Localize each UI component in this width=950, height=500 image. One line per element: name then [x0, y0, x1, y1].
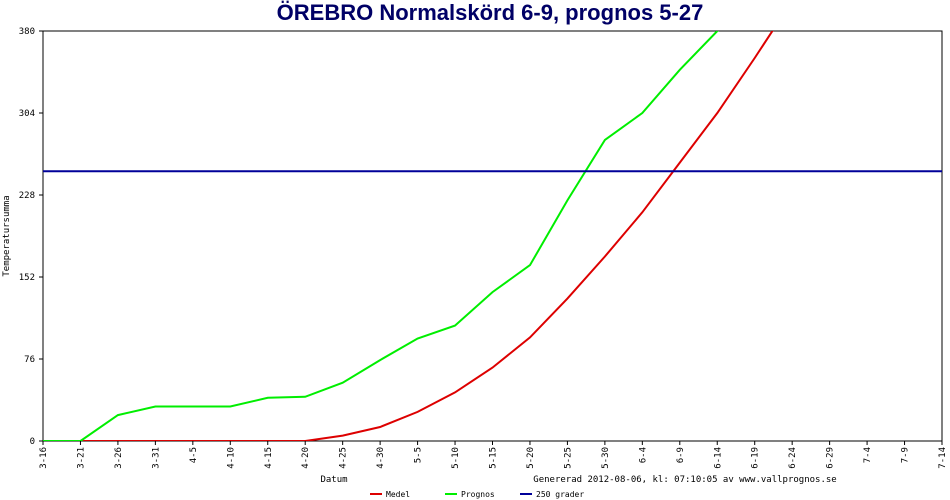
legend-label: Medel — [386, 490, 410, 499]
x-tick-label: 5-5 — [414, 447, 424, 463]
y-tick-label: 152 — [19, 273, 35, 283]
series-line — [43, 31, 774, 441]
y-tick-label: 228 — [19, 191, 35, 201]
x-tick-label: 4-20 — [301, 447, 311, 469]
x-tick-label: 4-15 — [264, 447, 274, 469]
y-tick-label: 76 — [24, 355, 35, 365]
y-tick-label: 380 — [19, 27, 35, 37]
x-tick-label: 7-9 — [901, 447, 911, 463]
x-tick-label: 5-25 — [563, 447, 573, 469]
x-tick-label: 4-5 — [189, 447, 199, 463]
plot-area — [43, 31, 942, 441]
x-tick-label: 4-25 — [339, 447, 349, 469]
y-tick-label: 304 — [19, 109, 35, 119]
x-tick-label: 3-16 — [39, 447, 49, 469]
x-tick-label: 5-20 — [526, 447, 536, 469]
chart-title: ÖREBRO Normalskörd 6-9, prognos 5-27 — [277, 0, 704, 25]
legend-label: Prognos — [461, 490, 495, 499]
x-tick-label: 7-14 — [938, 447, 948, 469]
y-tick-label: 0 — [30, 437, 35, 447]
x-tick-label: 6-19 — [751, 447, 761, 469]
plot-frame — [42, 30, 943, 442]
x-tick-label: 6-4 — [638, 447, 648, 463]
x-tick-label: 7-4 — [863, 447, 873, 463]
y-axis-label: Temperatursumma — [2, 195, 12, 276]
x-tick-label: 6-24 — [788, 447, 798, 469]
x-tick-label: 3-21 — [76, 447, 86, 469]
x-tick-label: 6-29 — [826, 447, 836, 469]
x-tick-label: 5-15 — [489, 447, 499, 469]
series-line — [43, 31, 719, 441]
x-tick-label: 4-30 — [376, 447, 386, 469]
x-tick-label: 6-9 — [676, 447, 686, 463]
x-tick-label: 5-30 — [601, 447, 611, 469]
footer: Genererad 2012-08-06, kl: 07:10:05 av ww… — [533, 475, 836, 485]
x-tick-label: 5-10 — [451, 447, 461, 469]
x-tick-label: 3-26 — [114, 447, 124, 469]
legend-label: 250 grader — [536, 490, 584, 499]
x-axis-label: Datum — [320, 475, 347, 485]
x-tick-label: 6-14 — [713, 447, 723, 469]
x-tick-label: 4-10 — [226, 447, 236, 469]
x-tick-label: 3-31 — [151, 447, 161, 469]
